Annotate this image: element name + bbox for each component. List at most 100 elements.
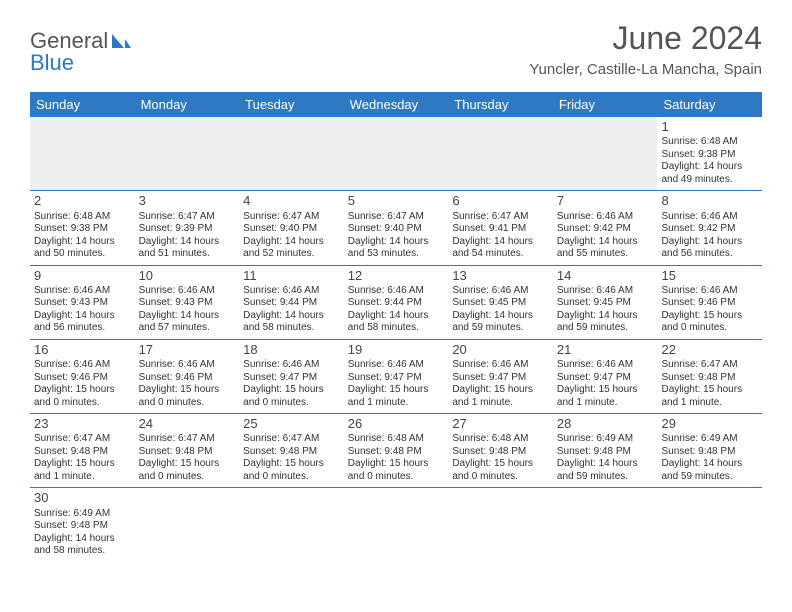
day-daylight2: and 50 minutes. bbox=[34, 248, 131, 261]
day-cell: 26Sunrise: 6:48 AMSunset: 9:48 PMDayligh… bbox=[344, 414, 449, 487]
day-sunrise: Sunrise: 6:46 AM bbox=[557, 211, 654, 224]
day-daylight2: and 59 minutes. bbox=[557, 322, 654, 335]
day-sunrise: Sunrise: 6:47 AM bbox=[139, 433, 236, 446]
day-sunrise: Sunrise: 6:49 AM bbox=[34, 508, 131, 521]
day-daylight1: Daylight: 14 hours bbox=[243, 310, 340, 323]
day-number: 19 bbox=[348, 342, 445, 358]
day-cell: 13Sunrise: 6:46 AMSunset: 9:45 PMDayligh… bbox=[448, 266, 553, 339]
day-cell: 25Sunrise: 6:47 AMSunset: 9:48 PMDayligh… bbox=[239, 414, 344, 487]
day-sunrise: Sunrise: 6:46 AM bbox=[452, 359, 549, 372]
day-daylight2: and 1 minute. bbox=[34, 471, 131, 484]
day-sunset: Sunset: 9:41 PM bbox=[452, 223, 549, 236]
day-cell: 28Sunrise: 6:49 AMSunset: 9:48 PMDayligh… bbox=[553, 414, 658, 487]
day-daylight1: Daylight: 14 hours bbox=[139, 236, 236, 249]
day-sunrise: Sunrise: 6:47 AM bbox=[243, 211, 340, 224]
day-cell: 15Sunrise: 6:46 AMSunset: 9:46 PMDayligh… bbox=[657, 266, 762, 339]
day-sunrise: Sunrise: 6:46 AM bbox=[348, 359, 445, 372]
empty-cell bbox=[239, 117, 344, 190]
day-daylight2: and 59 minutes. bbox=[661, 471, 758, 484]
day-sunrise: Sunrise: 6:46 AM bbox=[661, 285, 758, 298]
day-daylight1: Daylight: 15 hours bbox=[557, 384, 654, 397]
day-daylight1: Daylight: 14 hours bbox=[661, 161, 758, 174]
day-daylight1: Daylight: 15 hours bbox=[452, 384, 549, 397]
week-row: 16Sunrise: 6:46 AMSunset: 9:46 PMDayligh… bbox=[30, 340, 762, 414]
day-cell: 19Sunrise: 6:46 AMSunset: 9:47 PMDayligh… bbox=[344, 340, 449, 413]
day-sunset: Sunset: 9:47 PM bbox=[243, 372, 340, 385]
empty-cell bbox=[344, 117, 449, 190]
day-daylight1: Daylight: 15 hours bbox=[348, 458, 445, 471]
day-cell: 7 Sunrise: 6:46 AMSunset: 9:42 PMDaylight… bbox=[553, 191, 658, 264]
day-daylight1: Daylight: 14 hours bbox=[557, 458, 654, 471]
day-daylight1: Daylight: 14 hours bbox=[34, 533, 131, 546]
day-sunset: Sunset: 9:42 PM bbox=[557, 223, 654, 236]
day-number: 7 bbox=[557, 193, 654, 209]
day-sunrise: Sunrise: 6:48 AM bbox=[34, 211, 131, 224]
day-number: 28 bbox=[557, 416, 654, 432]
day-cell: 3Sunrise: 6:47 AMSunset: 9:39 PMDaylight… bbox=[135, 191, 240, 264]
day-sunset: Sunset: 9:40 PM bbox=[348, 223, 445, 236]
day-daylight2: and 58 minutes. bbox=[348, 322, 445, 335]
day-sunset: Sunset: 9:45 PM bbox=[557, 297, 654, 310]
day-daylight1: Daylight: 14 hours bbox=[34, 236, 131, 249]
day-number: 13 bbox=[452, 268, 549, 284]
day-number: 16 bbox=[34, 342, 131, 358]
day-daylight2: and 58 minutes. bbox=[243, 322, 340, 335]
day-sunset: Sunset: 9:48 PM bbox=[34, 446, 131, 459]
day-number: 30 bbox=[34, 490, 131, 506]
day-daylight2: and 58 minutes. bbox=[34, 545, 131, 558]
day-daylight1: Daylight: 15 hours bbox=[243, 458, 340, 471]
day-number: 12 bbox=[348, 268, 445, 284]
logo-sail-icon bbox=[110, 32, 132, 50]
day-sunset: Sunset: 9:45 PM bbox=[452, 297, 549, 310]
day-daylight1: Daylight: 14 hours bbox=[661, 458, 758, 471]
title-block: June 2024 Yuncler, Castille-La Mancha, S… bbox=[529, 20, 762, 78]
day-sunset: Sunset: 9:48 PM bbox=[34, 520, 131, 533]
day-cell: 9Sunrise: 6:46 AMSunset: 9:43 PMDaylight… bbox=[30, 266, 135, 339]
day-number: 10 bbox=[139, 268, 236, 284]
day-cell: 22Sunrise: 6:47 AMSunset: 9:48 PMDayligh… bbox=[657, 340, 762, 413]
day-sunrise: Sunrise: 6:46 AM bbox=[139, 285, 236, 298]
day-daylight1: Daylight: 15 hours bbox=[34, 384, 131, 397]
day-daylight2: and 0 minutes. bbox=[243, 471, 340, 484]
day-sunrise: Sunrise: 6:47 AM bbox=[661, 359, 758, 372]
day-cell: 23Sunrise: 6:47 AMSunset: 9:48 PMDayligh… bbox=[30, 414, 135, 487]
day-cell: 16Sunrise: 6:46 AMSunset: 9:46 PMDayligh… bbox=[30, 340, 135, 413]
day-number: 4 bbox=[243, 193, 340, 209]
day-sunset: Sunset: 9:44 PM bbox=[348, 297, 445, 310]
empty-cell bbox=[553, 117, 658, 190]
day-sunrise: Sunrise: 6:46 AM bbox=[661, 211, 758, 224]
day-sunset: Sunset: 9:46 PM bbox=[139, 372, 236, 385]
day-daylight1: Daylight: 14 hours bbox=[243, 236, 340, 249]
day-cell: 5Sunrise: 6:47 AMSunset: 9:40 PMDaylight… bbox=[344, 191, 449, 264]
day-cell: 20Sunrise: 6:46 AMSunset: 9:47 PMDayligh… bbox=[448, 340, 553, 413]
day-cell: 2Sunrise: 6:48 AMSunset: 9:38 PMDaylight… bbox=[30, 191, 135, 264]
day-daylight1: Daylight: 15 hours bbox=[661, 384, 758, 397]
day-sunrise: Sunrise: 6:49 AM bbox=[661, 433, 758, 446]
day-sunrise: Sunrise: 6:48 AM bbox=[661, 136, 758, 149]
day-daylight2: and 0 minutes. bbox=[139, 397, 236, 410]
day-daylight1: Daylight: 14 hours bbox=[557, 236, 654, 249]
blank-cell bbox=[344, 488, 449, 561]
day-sunrise: Sunrise: 6:47 AM bbox=[348, 211, 445, 224]
day-sunset: Sunset: 9:38 PM bbox=[34, 223, 131, 236]
day-cell: 27Sunrise: 6:48 AMSunset: 9:48 PMDayligh… bbox=[448, 414, 553, 487]
day-sunrise: Sunrise: 6:48 AM bbox=[348, 433, 445, 446]
day-sunrise: Sunrise: 6:47 AM bbox=[34, 433, 131, 446]
day-daylight1: Daylight: 14 hours bbox=[348, 310, 445, 323]
day-daylight2: and 51 minutes. bbox=[139, 248, 236, 261]
day-daylight2: and 56 minutes. bbox=[34, 322, 131, 335]
week-row: 30 Sunrise: 6:49 AMSunset: 9:48 PMDayligh… bbox=[30, 488, 762, 561]
day-sunrise: Sunrise: 6:46 AM bbox=[139, 359, 236, 372]
day-sunrise: Sunrise: 6:46 AM bbox=[34, 359, 131, 372]
day-cell: 18Sunrise: 6:46 AMSunset: 9:47 PMDayligh… bbox=[239, 340, 344, 413]
day-daylight2: and 0 minutes. bbox=[452, 471, 549, 484]
day-daylight2: and 1 minute. bbox=[452, 397, 549, 410]
day-cell: 1Sunrise: 6:48 AMSunset: 9:38 PMDaylight… bbox=[657, 117, 762, 190]
day-daylight1: Daylight: 14 hours bbox=[452, 236, 549, 249]
day-number: 15 bbox=[661, 268, 758, 284]
day-sunrise: Sunrise: 6:49 AM bbox=[557, 433, 654, 446]
day-sunset: Sunset: 9:47 PM bbox=[557, 372, 654, 385]
day-cell: 4Sunrise: 6:47 AMSunset: 9:40 PMDaylight… bbox=[239, 191, 344, 264]
day-number: 27 bbox=[452, 416, 549, 432]
day-daylight1: Daylight: 14 hours bbox=[348, 236, 445, 249]
